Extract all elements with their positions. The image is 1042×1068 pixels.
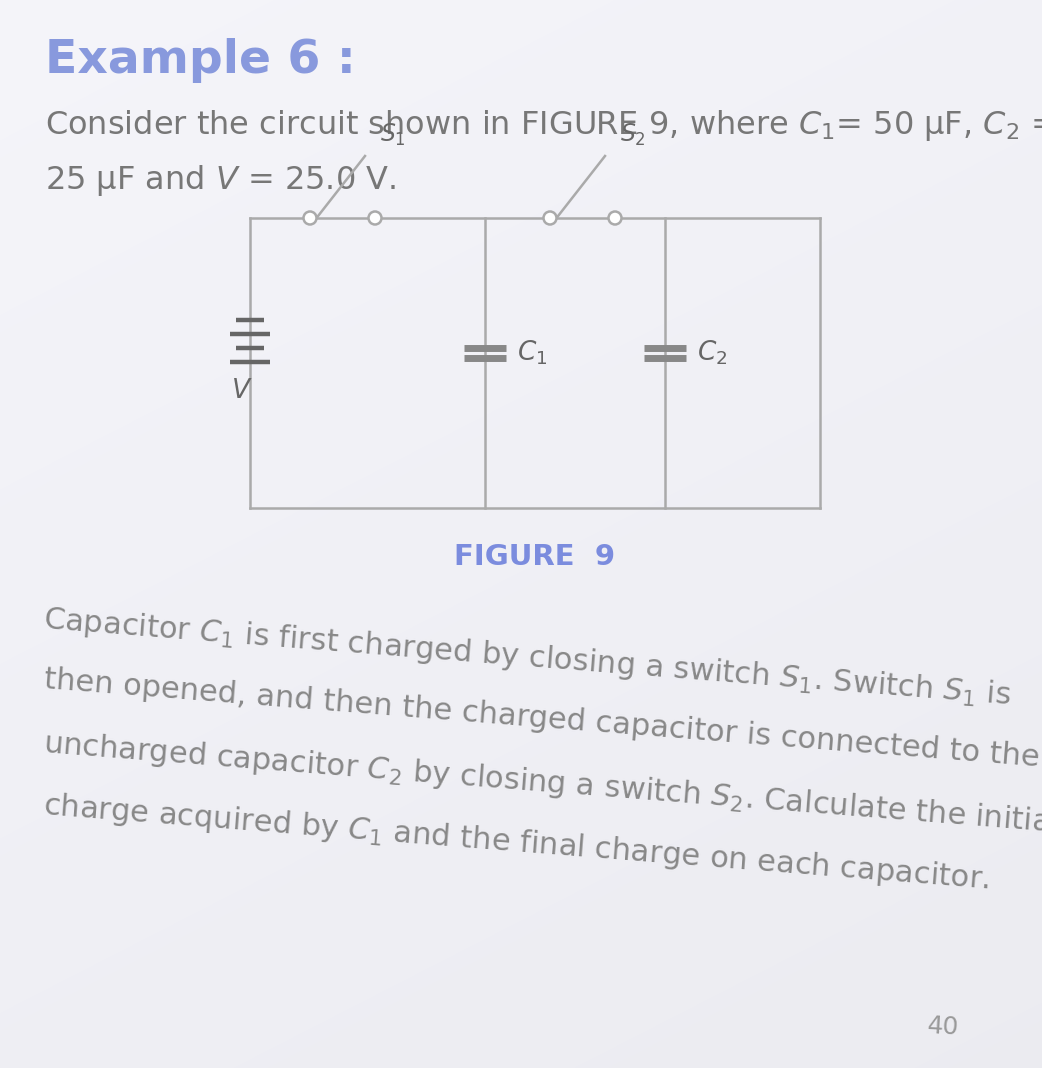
Text: $S_1$: $S_1$ [380,122,406,148]
Text: uncharged capacitor $C_2$ by closing a switch $S_2$. Calculate the initial: uncharged capacitor $C_2$ by closing a s… [43,727,1042,839]
Circle shape [303,211,317,224]
Text: 40: 40 [927,1015,960,1040]
Text: 25 μF and $V$ = 25.0 V.: 25 μF and $V$ = 25.0 V. [45,163,396,198]
Text: Consider the circuit shown in FIGURE 9, where $C_1$= 50 μF, $C_2$ =: Consider the circuit shown in FIGURE 9, … [45,108,1042,143]
Text: then opened, and then the charged capacitor is connected to the: then opened, and then the charged capaci… [43,665,1040,772]
Circle shape [544,211,556,224]
Circle shape [369,211,381,224]
Text: $C_1$: $C_1$ [517,339,547,367]
Circle shape [609,211,621,224]
Text: Example 6 :: Example 6 : [45,38,355,83]
Text: $S_2$: $S_2$ [620,122,646,148]
Text: $V$: $V$ [231,378,253,404]
Text: charge acquired by $C_1$ and the final charge on each capacitor.: charge acquired by $C_1$ and the final c… [43,789,991,896]
Text: $C_2$: $C_2$ [697,339,727,367]
Text: FIGURE  9: FIGURE 9 [454,543,616,571]
Text: Capacitor $C_1$ is first charged by closing a switch $S_1$. Switch $S_1$ is: Capacitor $C_1$ is first charged by clos… [43,603,1013,712]
